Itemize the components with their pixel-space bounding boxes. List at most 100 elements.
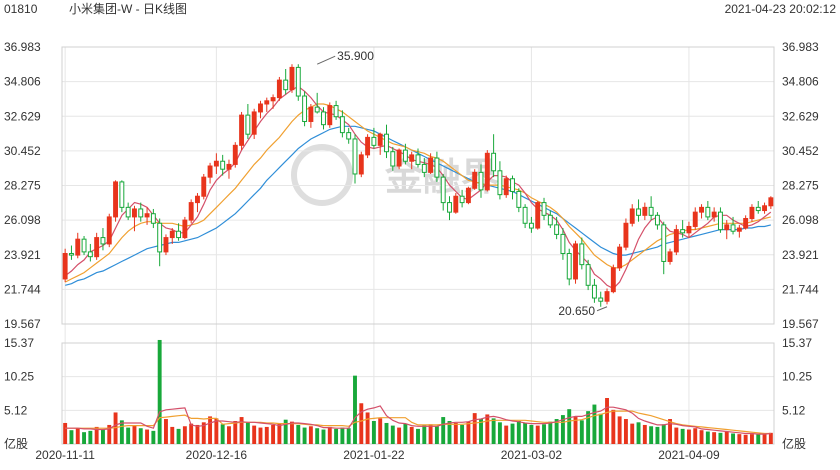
volume-bar (214, 418, 219, 444)
candle-body (762, 205, 768, 212)
volume-bar (220, 424, 225, 444)
candle-body (528, 222, 534, 229)
candle-body (390, 151, 396, 167)
volume-bar (630, 423, 635, 444)
candle-body (377, 133, 383, 146)
volume-bar (743, 434, 748, 444)
candle-body (125, 206, 131, 218)
volume-bar (586, 411, 591, 444)
candle-body (138, 208, 144, 218)
volume-bar (340, 427, 345, 444)
candle-body (327, 105, 333, 126)
candle-body (365, 136, 371, 156)
volume-bar (573, 417, 578, 444)
price-tick-right: 19.567 (782, 317, 819, 331)
volume-bar (485, 414, 490, 444)
watermark-logo-icon (291, 144, 353, 206)
volume-bar (365, 412, 370, 444)
candle-body (201, 176, 207, 197)
volume-bar (516, 421, 521, 444)
candle-body (459, 195, 465, 204)
candle-body (75, 238, 81, 256)
chart-title: 小米集团-W - 日K线图 (69, 2, 187, 16)
volume-bar (611, 409, 616, 444)
volume-bar (441, 417, 446, 444)
volume-ma5-line (65, 405, 771, 435)
volume-bar (277, 422, 282, 444)
volume-bar (479, 419, 483, 444)
candle-body (447, 202, 452, 213)
price-tick-left: 36.983 (4, 40, 41, 54)
candle-body (270, 97, 276, 102)
volume-bar (403, 423, 408, 444)
candle-body (239, 114, 245, 146)
annotation-leader (596, 306, 608, 312)
volume-bar (390, 425, 395, 444)
volume-bar (674, 427, 679, 444)
candle-body (352, 138, 358, 175)
candle-body (510, 178, 515, 192)
volume-bar (321, 429, 326, 444)
candle-body (157, 222, 163, 253)
price-tick-right: 30.452 (782, 144, 819, 158)
candle-body (673, 229, 679, 253)
volume-bar (554, 419, 559, 444)
volume-bar (762, 434, 767, 444)
candle-body (87, 251, 93, 258)
price-plot-frame (61, 46, 775, 325)
volume-bar (233, 421, 238, 444)
volume-bar (157, 339, 162, 444)
volume-bar (107, 424, 112, 444)
candle-body (182, 219, 188, 239)
candle-body (654, 214, 660, 226)
volume-bar (529, 424, 534, 444)
volume-bar (504, 425, 509, 444)
volume-bar (245, 422, 250, 444)
candle-body (484, 152, 490, 191)
price-tick-left: 28.275 (4, 179, 41, 193)
candle-body (573, 243, 578, 280)
volume-bar (422, 425, 427, 444)
volume-tick-right: 5.12 (782, 403, 806, 417)
candle-body (465, 187, 471, 204)
volume-bar (397, 427, 402, 444)
volume-bar (378, 418, 383, 444)
volume-bar (63, 422, 68, 444)
candle-body (566, 252, 572, 280)
price-tick-left: 21.744 (4, 282, 41, 296)
volume-bar (460, 424, 465, 444)
candle-body (150, 213, 156, 224)
candle-body (144, 213, 150, 218)
price-tick-left: 23.921 (4, 248, 41, 262)
volume-bar (497, 422, 502, 444)
volume-bar (535, 425, 540, 444)
volume-bar (749, 434, 754, 444)
candle-body (409, 154, 415, 162)
candle-body (321, 111, 326, 126)
candle-body (724, 224, 730, 231)
candle-body (371, 136, 377, 146)
volume-tick-right: 15.37 (782, 336, 812, 350)
volume-bar (434, 426, 439, 444)
timestamp: 2021-04-23 20:02:12 (724, 2, 836, 16)
annotation-leader (316, 55, 336, 65)
volume-bar (447, 421, 452, 444)
volume-bar (82, 432, 87, 444)
volume-bar (510, 423, 515, 444)
volume-bar (290, 421, 294, 444)
candle-body (699, 206, 704, 213)
candle-body (623, 222, 629, 248)
candle-body (308, 106, 314, 122)
volume-bar (264, 426, 269, 444)
volume-bar (151, 430, 156, 444)
price-tick-right: 21.744 (782, 282, 819, 296)
candle-body (610, 267, 616, 293)
candle-body (258, 103, 263, 113)
candle-body (736, 227, 742, 232)
candle-body (636, 208, 641, 216)
volume-bar (296, 424, 301, 444)
volume-bar (592, 404, 597, 444)
candle-body (717, 211, 723, 231)
candle-body (478, 171, 484, 191)
